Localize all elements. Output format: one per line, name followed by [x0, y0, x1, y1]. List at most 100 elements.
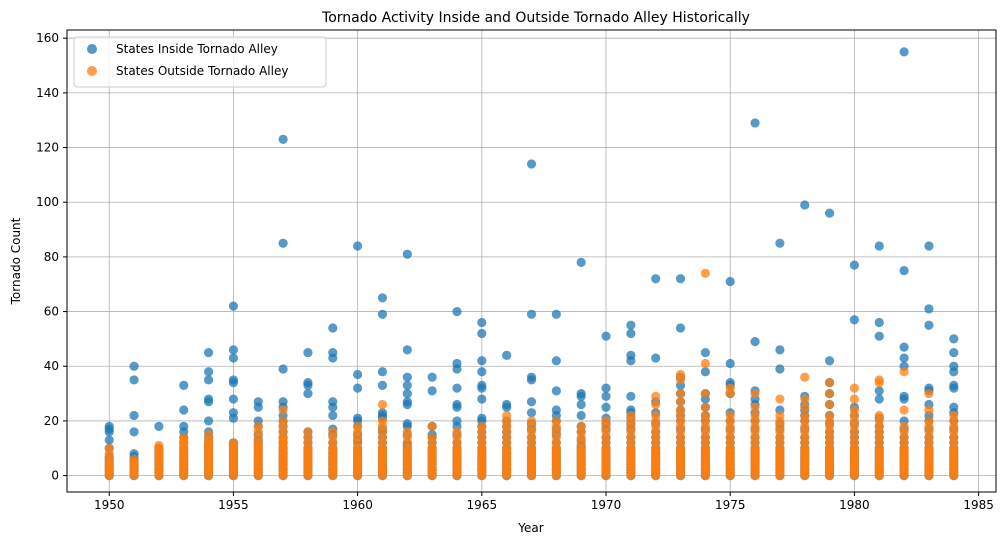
- data-point: [899, 265, 909, 276]
- x-axis: 1950 1955 1960 1965 1970 1975 1980 1985: [94, 492, 994, 512]
- legend-label-outside: States Outside Tornado Alley: [116, 64, 288, 78]
- y-tick-label: 140: [36, 86, 59, 100]
- data-point: [551, 416, 561, 426]
- data-point: [651, 353, 661, 363]
- data-point: [725, 276, 735, 287]
- y-axis: 0 20 40 60 80 100 120 140 160: [36, 31, 67, 483]
- data-point: [502, 350, 512, 360]
- data-point: [203, 347, 214, 358]
- data-point: [601, 391, 611, 401]
- data-point: [402, 419, 412, 429]
- data-point: [700, 268, 710, 278]
- y-axis-label: Tornado Count: [9, 217, 23, 305]
- data-point: [899, 367, 909, 377]
- y-tick-label: 20: [44, 414, 59, 428]
- x-tick-label: 1965: [467, 498, 498, 512]
- data-point: [328, 323, 338, 333]
- data-point: [700, 358, 710, 369]
- data-point: [203, 367, 214, 377]
- x-tick-label: 1960: [342, 498, 373, 512]
- data-point: [303, 378, 313, 388]
- data-point: [228, 394, 239, 404]
- data-point: [129, 375, 139, 385]
- data-point: [427, 421, 437, 431]
- data-point: [228, 345, 239, 355]
- data-point: [353, 383, 363, 393]
- data-point: [899, 391, 909, 401]
- data-point: [129, 454, 139, 464]
- data-point: [824, 208, 835, 218]
- data-point: [800, 402, 810, 412]
- data-point: [874, 394, 884, 404]
- data-point: [203, 429, 214, 440]
- data-point: [899, 405, 909, 415]
- data-point: [203, 416, 214, 426]
- data-point: [154, 421, 164, 431]
- data-point: [800, 410, 810, 421]
- data-point: [328, 410, 338, 421]
- legend-box: [73, 36, 327, 88]
- data-point: [104, 421, 114, 431]
- data-point: [328, 397, 338, 407]
- data-point: [924, 416, 934, 426]
- data-point: [452, 306, 462, 317]
- data-point: [849, 260, 860, 270]
- data-point: [253, 421, 263, 431]
- data-point: [228, 375, 239, 385]
- data-point: [949, 361, 959, 371]
- data-point: [427, 432, 437, 442]
- data-point: [824, 410, 835, 421]
- legend: States Inside Tornado Alley States Outsi…: [73, 36, 327, 88]
- data-point: [849, 405, 860, 415]
- legend-marker-outside: [87, 66, 97, 76]
- x-tick-label: 1975: [715, 498, 746, 512]
- x-tick-label: 1955: [218, 498, 249, 512]
- legend-marker-inside: [87, 44, 97, 54]
- legend-label-inside: States Inside Tornado Alley: [116, 42, 278, 56]
- data-point: [179, 432, 189, 442]
- y-tick-label: 40: [44, 359, 59, 373]
- y-tick-label: 60: [44, 305, 59, 319]
- data-point: [700, 347, 710, 358]
- y-tick-label: 80: [44, 250, 59, 264]
- data-point: [129, 410, 139, 421]
- data-point: [477, 421, 487, 431]
- data-point: [924, 320, 934, 330]
- data-point: [626, 410, 636, 421]
- data-point: [874, 386, 884, 396]
- data-point: [104, 435, 114, 445]
- data-point: [576, 410, 586, 421]
- data-point: [452, 383, 462, 393]
- data-point: [651, 410, 661, 421]
- data-point: [824, 388, 835, 399]
- data-point: [452, 427, 462, 437]
- data-point: [278, 397, 288, 407]
- data-point: [526, 159, 537, 169]
- data-point: [899, 353, 909, 363]
- data-point: [228, 438, 239, 448]
- data-point: [228, 408, 239, 418]
- data-point: [874, 410, 884, 421]
- data-point: [700, 367, 710, 377]
- data-point: [924, 405, 934, 415]
- data-point: [824, 356, 835, 366]
- data-point: [651, 274, 661, 284]
- data-point: [402, 388, 412, 399]
- data-point: [551, 356, 561, 366]
- data-point: [775, 364, 785, 374]
- data-point: [526, 397, 537, 407]
- y-tick-label: 120: [36, 141, 59, 155]
- data-point: [253, 397, 263, 407]
- data-point: [775, 410, 785, 421]
- data-point: [775, 394, 785, 404]
- plot-frame: [66, 29, 997, 493]
- data-point: [502, 410, 512, 421]
- data-point: [427, 372, 437, 382]
- data-point: [551, 309, 561, 319]
- data-point: [651, 399, 661, 410]
- data-point: [377, 309, 388, 319]
- data-point: [377, 367, 388, 377]
- data-point: [452, 358, 462, 369]
- data-point: [502, 399, 512, 410]
- data-point: [601, 402, 611, 412]
